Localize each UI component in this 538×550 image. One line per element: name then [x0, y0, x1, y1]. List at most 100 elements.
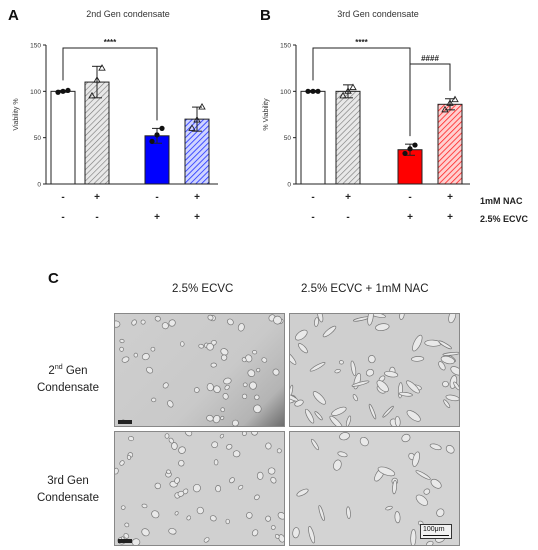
chart2-data-point	[412, 142, 418, 148]
cell	[270, 525, 276, 530]
cell	[220, 348, 229, 356]
cell	[186, 515, 191, 521]
chart1-data-point	[55, 89, 61, 95]
chart1-nac-sign: -	[155, 192, 158, 203]
cell	[241, 357, 247, 363]
chart2-data-point	[315, 88, 321, 94]
cell	[220, 407, 225, 413]
cell	[203, 537, 210, 543]
cell	[275, 533, 280, 539]
cell	[277, 512, 284, 520]
cell	[213, 459, 219, 466]
cell	[253, 404, 262, 414]
cell	[375, 323, 390, 331]
cell	[223, 377, 232, 385]
cell	[164, 433, 170, 439]
chart2-bar-1	[300, 90, 326, 185]
chart1-title: 2nd Gen condensate	[86, 9, 170, 19]
cell	[115, 467, 119, 475]
chart2-significance-label: ****	[355, 38, 368, 47]
chart2-significance-bracket	[312, 47, 411, 137]
micrograph-gen3-ecvc-nac: 100μm	[289, 431, 460, 546]
cell	[412, 334, 423, 352]
cell	[309, 362, 326, 372]
row-label-2-line2: Condensate	[36, 492, 100, 504]
micrograph-gen2-ecvc	[114, 313, 285, 427]
cell	[171, 442, 178, 450]
cell	[445, 445, 455, 454]
cell	[308, 526, 316, 544]
chart2-data-point	[305, 88, 311, 94]
scale-marker	[118, 539, 132, 543]
cell	[178, 459, 185, 467]
chart1-nac-sign: +	[94, 192, 100, 203]
cell	[322, 325, 337, 338]
cell	[238, 485, 244, 490]
cell	[246, 512, 253, 519]
cell	[334, 368, 341, 374]
cell	[128, 436, 135, 442]
cell	[177, 490, 185, 497]
cell	[331, 406, 347, 416]
chart2-nac-sign: +	[345, 192, 351, 203]
chart1-data-point	[98, 64, 106, 71]
cell	[406, 410, 421, 422]
scale-bar-label: 100μm	[423, 525, 445, 533]
cell	[206, 414, 214, 422]
cell	[225, 518, 230, 525]
cell	[213, 385, 221, 393]
chart2-data-point	[310, 88, 316, 94]
cell	[318, 505, 325, 521]
cell	[430, 478, 442, 489]
cell	[174, 477, 180, 484]
cell	[126, 454, 132, 460]
panel-letter-b: B	[260, 7, 271, 24]
cell	[131, 538, 141, 545]
cell	[220, 415, 225, 421]
cell	[442, 351, 459, 356]
cell	[368, 355, 376, 364]
cell	[226, 443, 233, 450]
cell	[162, 382, 169, 389]
chart1-ecvc-sign: +	[194, 212, 200, 223]
cell	[445, 394, 459, 402]
cell	[237, 323, 245, 332]
cell	[401, 433, 411, 443]
cell	[211, 441, 219, 449]
chart2-significance-label: ####	[421, 54, 439, 63]
cell	[140, 319, 146, 325]
nac-row-label: 1mM NAC	[480, 196, 523, 206]
chart2-significance-bracket	[409, 63, 451, 133]
cell	[290, 393, 299, 402]
cell	[426, 540, 434, 545]
cell	[411, 356, 425, 362]
cell	[290, 384, 294, 399]
cell	[410, 529, 417, 545]
cell	[423, 488, 431, 495]
chart2-y-tick-label: 150	[280, 43, 291, 50]
cell	[261, 357, 268, 363]
cell	[232, 419, 239, 426]
cell	[438, 361, 446, 371]
cell	[251, 529, 259, 537]
chart1-data-point	[188, 124, 196, 131]
chart2-bar-2	[335, 90, 361, 185]
cell	[212, 415, 221, 424]
cell	[290, 350, 297, 365]
cell	[338, 360, 344, 365]
chart1-bar-3	[144, 135, 170, 185]
chart1-y-tick-label: 0	[37, 182, 41, 189]
cell	[123, 533, 130, 539]
chart2-data-point	[402, 150, 408, 157]
cell	[141, 503, 148, 509]
cell	[385, 505, 393, 511]
cell	[415, 470, 431, 480]
cell	[350, 360, 357, 377]
cell	[192, 483, 201, 493]
cell	[368, 314, 386, 318]
cell	[310, 438, 320, 451]
chart1-nac-sign: +	[194, 192, 200, 203]
cell	[198, 343, 205, 349]
cell	[359, 436, 369, 447]
chart1-ecvc-sign: -	[61, 212, 64, 223]
